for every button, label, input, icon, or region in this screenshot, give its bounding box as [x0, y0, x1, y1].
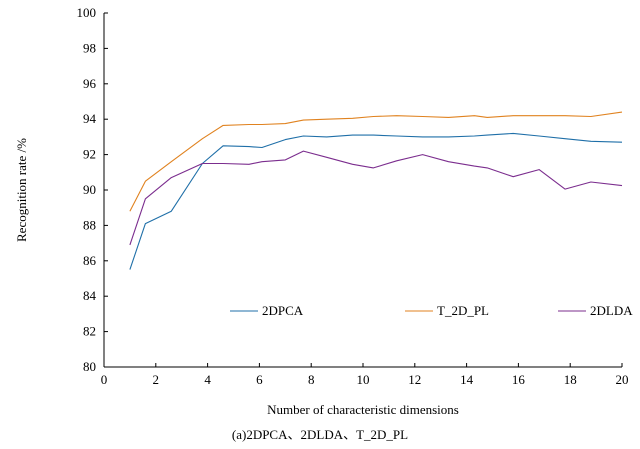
series-layer: [129, 111, 623, 270]
x-tick-label: 4: [204, 372, 211, 387]
x-tick-label: 10: [357, 372, 370, 387]
x-tick-label: 2: [153, 372, 160, 387]
y-axis-label: Recognition rate /%: [14, 138, 29, 242]
y-tick-label: 82: [83, 324, 96, 339]
y-tick-label: 98: [83, 40, 96, 55]
y-tick-label: 86: [83, 253, 97, 268]
legend-label: 2DPCA: [262, 303, 304, 318]
x-tick-label: 12: [408, 372, 421, 387]
legend-label: T_2D_PL: [437, 303, 489, 318]
x-tick-label: 6: [256, 372, 263, 387]
series-line-2dpca: [129, 132, 623, 270]
x-tick-label: 8: [308, 372, 315, 387]
x-tick-label: 14: [460, 372, 474, 387]
y-tick-label: 90: [83, 182, 96, 197]
axes: 80 82 84 86 88 90 92 94 96 98 100 0 2 4 6 8 10 12 14 16 18 20: [77, 5, 629, 387]
y-tick-label: 100: [77, 5, 97, 20]
y-tick-label: 94: [83, 111, 97, 126]
series-line-t-2d-pl: [129, 111, 623, 212]
y-tick-label: 92: [83, 147, 96, 162]
x-tick-label: 16: [512, 372, 526, 387]
legend-label: 2DLDA: [590, 303, 633, 318]
x-tick-label: 20: [616, 372, 629, 387]
figure-caption: (a)2DPCA、2DLDA、T_2D_PL: [231, 427, 409, 442]
y-tick-label: 80: [83, 359, 96, 374]
y-tick-label: 84: [83, 288, 97, 303]
series-line-2dlda: [129, 150, 623, 246]
line-chart: 80 82 84 86 88 90 92 94 96 98 100 0 2 4 6 8 10 12 14 16 18 20…: [14, 5, 633, 417]
y-tick-label: 96: [83, 76, 97, 91]
x-axis-label: Number of characteristic dimensions: [267, 402, 459, 417]
x-tick-label: 18: [564, 372, 577, 387]
legend: 2DPCA T_2D_PL 2DLDA: [230, 303, 633, 318]
x-tick-label: 0: [101, 372, 108, 387]
y-tick-label: 88: [83, 217, 96, 232]
